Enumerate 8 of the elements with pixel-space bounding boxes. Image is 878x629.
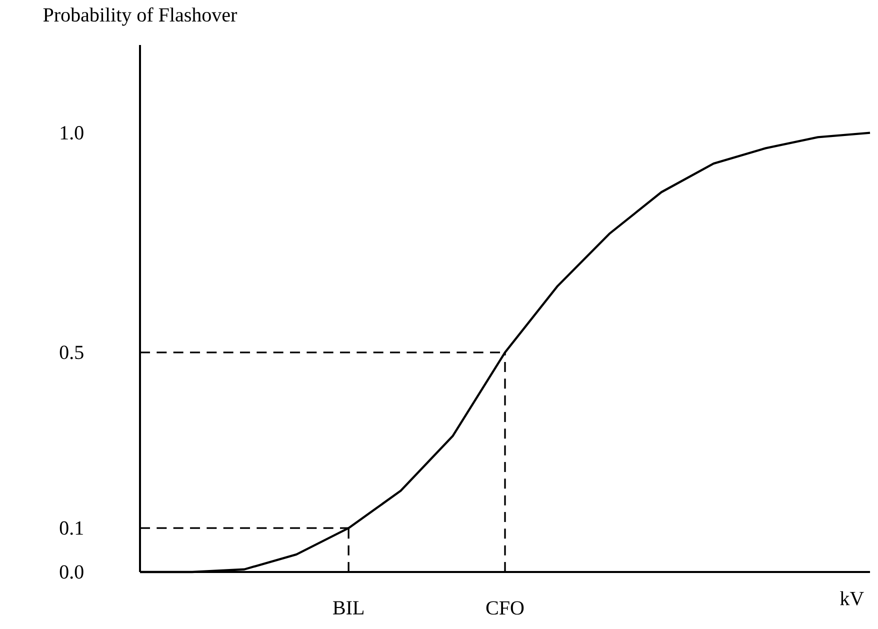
y-tick-label: 0.1 <box>60 521 83 535</box>
y-tick-label: 0.0 <box>60 565 84 579</box>
y-tick-label: 0.5 <box>60 346 84 360</box>
y-tick-label: 1.0 <box>60 126 84 140</box>
x-tick-label: BIL <box>333 601 364 614</box>
y-axis-title: Probability of Flashover <box>43 7 238 26</box>
x-tick-label: CFO <box>486 601 524 615</box>
x-axis-title: kV <box>840 591 864 606</box>
